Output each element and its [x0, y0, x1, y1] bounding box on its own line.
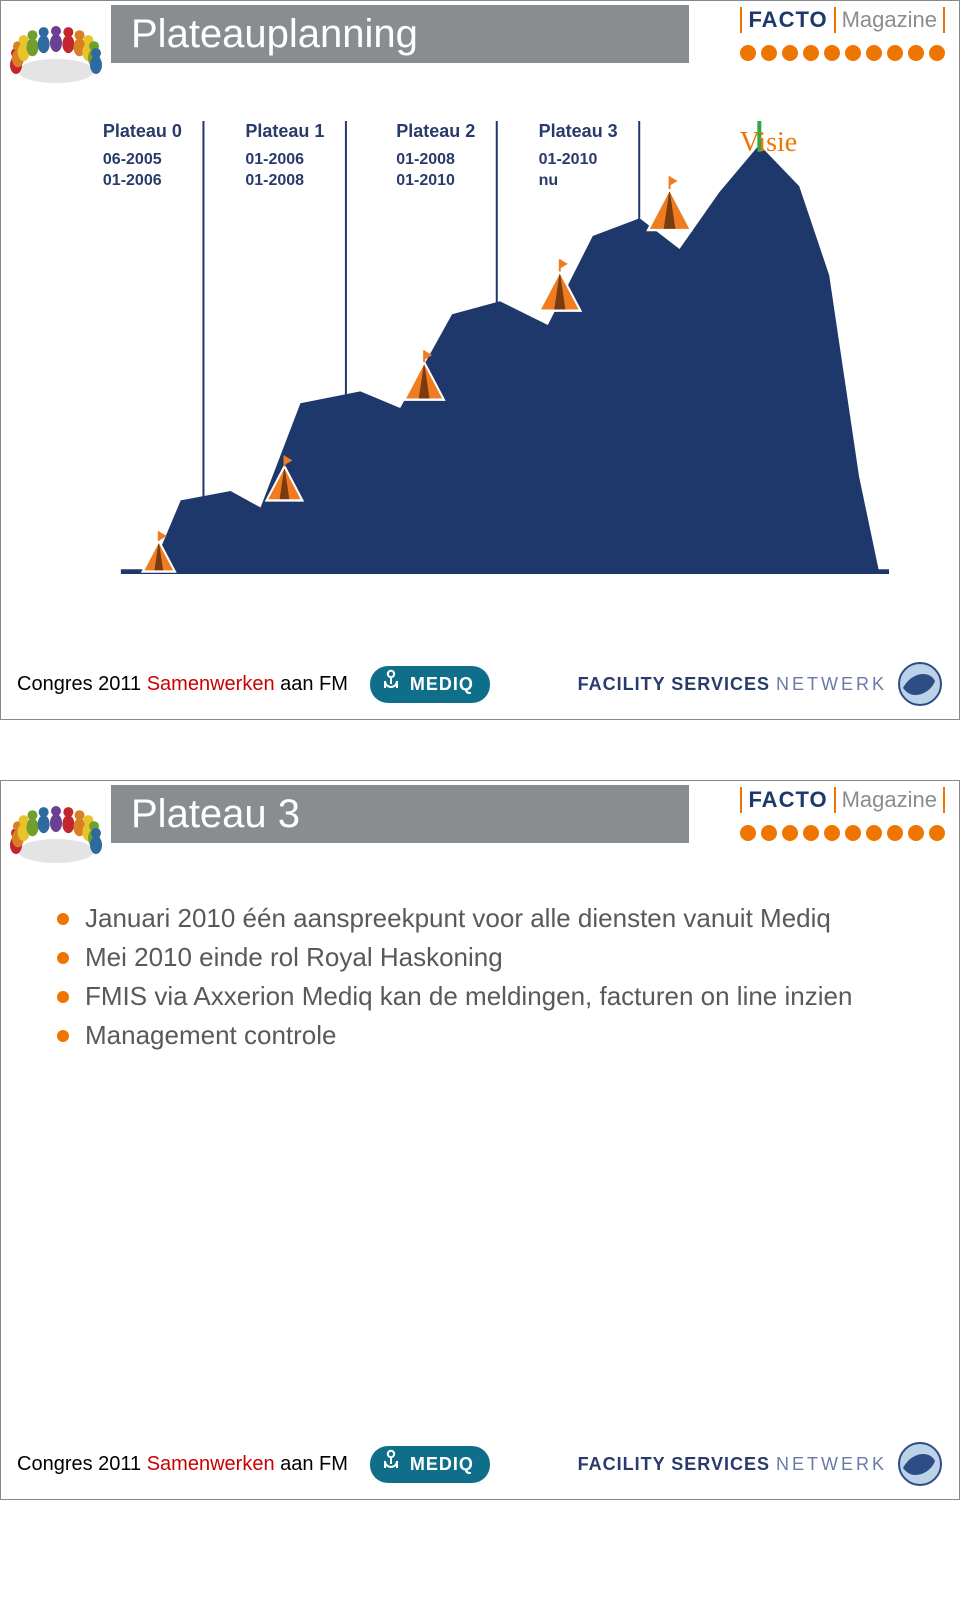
plateau-label: Plateau 1 — [245, 121, 324, 142]
facto-bold: FACTO — [748, 787, 827, 813]
brand-dot — [782, 45, 798, 61]
slide-title-bar: Plateau 3 — [111, 785, 689, 843]
slide-title: Plateauplanning — [131, 12, 418, 57]
bullet-item: FMIS via Axxerion Mediq kan de meldingen… — [57, 979, 903, 1014]
facto-light: Magazine — [842, 787, 937, 813]
fsn-light: NETWERK — [776, 1454, 887, 1474]
footer-black2: aan FM — [275, 1453, 348, 1475]
plateau-date-start: 01-2010 — [539, 150, 618, 171]
plateau-label: Plateau 2 — [396, 121, 475, 142]
fsn-light: NETWERK — [776, 674, 887, 694]
plateau-date-start: 06-2005 — [103, 150, 182, 171]
plateau-label: Plateau 0 — [103, 121, 182, 142]
slide-header: Plateauplanning FACTO Magazine — [1, 1, 959, 81]
brand-dot — [782, 825, 798, 841]
brand-dot — [740, 825, 756, 841]
brand-dot — [866, 825, 882, 841]
fsn-logo-wrap: FACILITY SERVICES NETWERK — [578, 661, 943, 707]
bullet-item: Mei 2010 einde rol Royal Haskoning — [57, 940, 903, 975]
brand-dot — [845, 45, 861, 61]
brand-dots — [740, 45, 945, 61]
brand-dot — [824, 825, 840, 841]
brand-dot — [845, 825, 861, 841]
brand-dot — [803, 45, 819, 61]
header-right: FACTO Magazine — [689, 1, 959, 81]
brand-dot — [887, 825, 903, 841]
brand-dot — [908, 45, 924, 61]
brand-dot — [908, 825, 924, 841]
mediq-icon — [380, 1449, 402, 1480]
slide-title: Plateau 3 — [131, 792, 300, 837]
bullet-item: Januari 2010 één aanspreekpunt voor alle… — [57, 901, 903, 936]
slide-plateauplanning: Plateauplanning FACTO Magazine — [0, 0, 960, 720]
facto-accent-bar — [834, 7, 836, 33]
visie-label: Visie — [740, 127, 797, 159]
brand-dots — [740, 825, 945, 841]
facto-accent-bar — [740, 787, 742, 813]
slide-footer: Congres 2011 Samenwerken aan FM MEDIQ FA… — [1, 659, 959, 709]
plateau-date-end: 01-2010 — [396, 171, 475, 192]
brand-dot — [929, 45, 945, 61]
mediq-text: MEDIQ — [410, 1454, 474, 1475]
plateau-date-start: 01-2008 — [396, 150, 475, 171]
plateau-column-header: Plateau 2 01-2008 01-2010 — [396, 121, 475, 192]
fsn-text: FACILITY SERVICES NETWERK — [578, 674, 887, 695]
slide-header: Plateau 3 FACTO Magazine — [1, 781, 959, 861]
brand-dot — [761, 45, 777, 61]
slide-plateau-3: Plateau 3 FACTO Magazine Januari 2010 éé… — [0, 780, 960, 1500]
fsn-globe-icon — [897, 661, 943, 707]
facto-accent-bar — [834, 787, 836, 813]
facto-bold: FACTO — [748, 7, 827, 33]
fsn-text: FACILITY SERVICES NETWERK — [578, 1454, 887, 1475]
bullet-item: Management controle — [57, 1018, 903, 1053]
facto-light: Magazine — [842, 7, 937, 33]
plateau-chart: Plateau 0 06-2005 01-2006 Plateau 1 01-2… — [61, 121, 899, 619]
footer-text: Congres 2011 Samenwerken aan FM — [17, 1453, 348, 1476]
header-right: FACTO Magazine — [689, 781, 959, 861]
fsn-bold: FACILITY SERVICES — [578, 674, 770, 694]
bullet-ul: Januari 2010 één aanspreekpunt voor alle… — [57, 901, 903, 1053]
conference-logo — [1, 781, 111, 861]
facto-magazine-logo: FACTO Magazine — [740, 787, 945, 813]
plateau-label: Plateau 3 — [539, 121, 618, 142]
mediq-text: MEDIQ — [410, 674, 474, 695]
plateau-date-start: 01-2006 — [245, 150, 324, 171]
facto-accent-bar — [943, 7, 945, 33]
footer-red: Samenwerken — [147, 1453, 275, 1475]
plateau-column-header: Plateau 3 01-2010 nu — [539, 121, 618, 192]
brand-dot — [761, 825, 777, 841]
fsn-globe-icon — [897, 1441, 943, 1487]
slide-footer: Congres 2011 Samenwerken aan FM MEDIQ FA… — [1, 1439, 959, 1489]
plateau-date-end: 01-2006 — [103, 171, 182, 192]
facto-accent-bar — [740, 7, 742, 33]
brand-dot — [929, 825, 945, 841]
fsn-bold: FACILITY SERVICES — [578, 1454, 770, 1474]
mediq-badge: MEDIQ — [370, 666, 490, 703]
plateau-date-end: 01-2008 — [245, 171, 324, 192]
footer-text: Congres 2011 Samenwerken aan FM — [17, 673, 348, 696]
bullet-list: Januari 2010 één aanspreekpunt voor alle… — [57, 901, 903, 1057]
brand-dot — [824, 45, 840, 61]
facto-magazine-logo: FACTO Magazine — [740, 7, 945, 33]
footer-black1: Congres 2011 — [17, 1453, 147, 1475]
footer-black1: Congres 2011 — [17, 673, 147, 695]
brand-dot — [866, 45, 882, 61]
brand-dot — [740, 45, 756, 61]
mediq-badge: MEDIQ — [370, 1446, 490, 1483]
facto-accent-bar — [943, 787, 945, 813]
slide-title-bar: Plateauplanning — [111, 5, 689, 63]
footer-red: Samenwerken — [147, 673, 275, 695]
plateau-column-header: Plateau 0 06-2005 01-2006 — [103, 121, 182, 192]
fsn-logo-wrap: FACILITY SERVICES NETWERK — [578, 1441, 943, 1487]
plateau-column-header: Plateau 1 01-2006 01-2008 — [245, 121, 324, 192]
conference-logo — [1, 1, 111, 81]
mountain-graphic — [61, 121, 899, 619]
brand-dot — [887, 45, 903, 61]
mediq-icon — [380, 669, 402, 700]
plateau-date-end: nu — [539, 171, 618, 192]
footer-black2: aan FM — [275, 673, 348, 695]
brand-dot — [803, 825, 819, 841]
